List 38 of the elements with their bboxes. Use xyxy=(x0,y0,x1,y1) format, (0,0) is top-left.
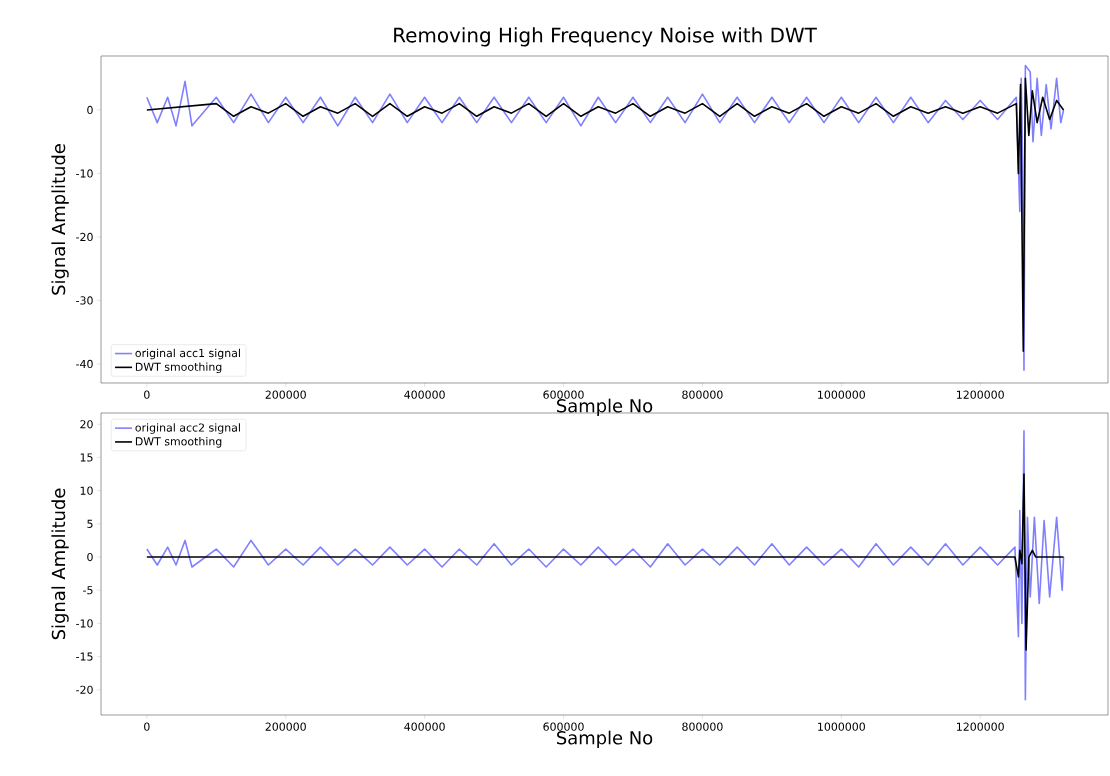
legend-label: original acc1 signal xyxy=(135,348,240,360)
x-tick-label: 600000 xyxy=(543,722,584,731)
y-tick-label: 15 xyxy=(80,453,93,462)
x-tick-label: 600000 xyxy=(543,390,584,399)
legend-label: DWT smoothing xyxy=(135,362,222,374)
x-tick-label: 0 xyxy=(144,722,150,731)
y-tick-label: 5 xyxy=(87,519,93,528)
x-axis-title: Sample No xyxy=(557,730,653,749)
chart-title: Removing High Frequency Noise with DWT xyxy=(394,27,817,47)
y-tick-label: -20 xyxy=(76,685,93,694)
x-tick-label: 200000 xyxy=(265,722,306,731)
x-tick-label: 400000 xyxy=(404,722,445,731)
y-tick-label: 0 xyxy=(87,552,93,562)
y-tick-label: 10 xyxy=(80,486,93,495)
y-tick-label: -15 xyxy=(76,652,93,661)
x-tick-label: 1200000 xyxy=(957,722,1004,731)
y-axis-title: Signal Amplitude xyxy=(51,488,69,640)
x-tick-label: 200000 xyxy=(265,390,306,399)
x-tick-label: 400000 xyxy=(404,390,445,399)
x-tick-label: 1000000 xyxy=(818,390,865,399)
legend-label: DWT smoothing xyxy=(135,437,222,448)
y-tick-label: -10 xyxy=(76,169,93,178)
y-tick-label: -10 xyxy=(76,619,93,628)
y-tick-label: 0 xyxy=(87,105,93,115)
line-series xyxy=(146,473,1065,651)
x-tick-label: 800000 xyxy=(682,390,723,399)
x-tick-label: 1000000 xyxy=(818,722,865,731)
y-axis-title: Signal Amplitude xyxy=(51,144,69,295)
y-tick-label: -5 xyxy=(83,586,93,595)
y-tick-label: -20 xyxy=(76,232,93,242)
legend-label: original acc2 signal xyxy=(135,423,240,434)
x-tick-label: 1200000 xyxy=(957,390,1004,399)
x-axis-title: Sample No xyxy=(557,398,653,416)
x-tick-label: 0 xyxy=(144,390,150,399)
x-tick-label: 800000 xyxy=(682,722,723,731)
y-tick-label: -30 xyxy=(76,296,93,305)
y-tick-label: 20 xyxy=(80,420,93,429)
y-tick-label: -40 xyxy=(76,359,93,369)
